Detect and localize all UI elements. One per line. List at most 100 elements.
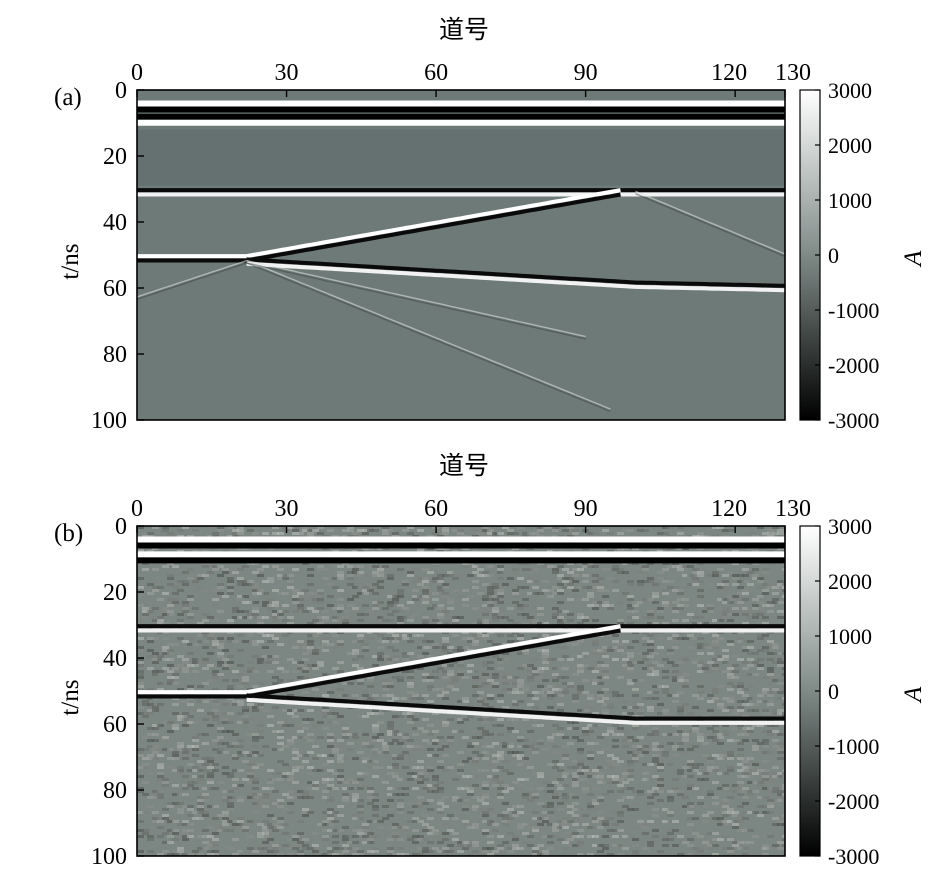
- noise-cell: [662, 688, 669, 691]
- noise-cell: [332, 853, 339, 856]
- noise-cell: [252, 736, 259, 739]
- noise-cell: [222, 742, 229, 745]
- noise-cell: [252, 640, 259, 643]
- noise-cell: [562, 529, 569, 532]
- noise-cell: [507, 691, 514, 694]
- noise-cell: [662, 532, 669, 535]
- noise-cell: [157, 793, 164, 796]
- noise-cell: [337, 589, 344, 592]
- noise-cell: [582, 814, 589, 817]
- noise-cell: [657, 703, 664, 706]
- noise-cell: [157, 703, 164, 706]
- noise-cell: [342, 733, 349, 736]
- noise-cell: [372, 574, 379, 577]
- noise-cell: [357, 733, 364, 736]
- noise-cell: [672, 565, 679, 568]
- noise-cell: [457, 787, 464, 790]
- noise-cell: [497, 754, 504, 757]
- noise-cell: [617, 790, 624, 793]
- noise-cell: [352, 610, 359, 613]
- noise-cell: [722, 757, 729, 760]
- noise-cell: [637, 748, 644, 751]
- noise-cell: [777, 820, 784, 823]
- noise-cell: [632, 790, 639, 793]
- noise-cell: [562, 691, 569, 694]
- event-reflector: [137, 254, 247, 263]
- noise-cell: [177, 589, 184, 592]
- noise-cell: [222, 658, 229, 661]
- noise-cell: [432, 670, 439, 673]
- noise-cell: [392, 655, 399, 658]
- noise-cell: [467, 676, 474, 679]
- noise-cell: [187, 637, 194, 640]
- noise-cell: [222, 712, 229, 715]
- noise-cell: [212, 619, 219, 622]
- noise-cell: [317, 823, 324, 826]
- noise-cell: [172, 832, 179, 835]
- noise-cell: [712, 853, 719, 856]
- noise-cell: [537, 649, 544, 652]
- noise-cell: [287, 775, 294, 778]
- noise-cell: [442, 574, 449, 577]
- noise-cell: [192, 607, 199, 610]
- noise-cell: [597, 589, 604, 592]
- noise-cell: [592, 649, 599, 652]
- noise-cell: [547, 790, 554, 793]
- noise-cell: [607, 790, 614, 793]
- noise-cell: [327, 769, 334, 772]
- noise-cell: [287, 658, 294, 661]
- noise-cell: [167, 805, 174, 808]
- noise-cell: [502, 688, 509, 691]
- noise-cell: [652, 592, 659, 595]
- noise-cell: [182, 571, 189, 574]
- noise-cell: [597, 781, 604, 784]
- noise-cell: [272, 532, 279, 535]
- noise-cell: [637, 712, 644, 715]
- noise-cell: [302, 670, 309, 673]
- noise-cell: [652, 727, 659, 730]
- noise-cell: [517, 811, 524, 814]
- noise-cell: [532, 673, 539, 676]
- noise-cell: [237, 529, 244, 532]
- noise-cell: [537, 823, 544, 826]
- noise-cell: [337, 643, 344, 646]
- noise-cell: [757, 769, 764, 772]
- noise-cell: [597, 775, 604, 778]
- noise-cell: [252, 613, 259, 616]
- noise-cell: [237, 616, 244, 619]
- noise-cell: [137, 706, 144, 709]
- noise-cell: [147, 835, 154, 838]
- noise-cell: [707, 694, 714, 697]
- noise-cell: [497, 589, 504, 592]
- noise-cell: [442, 796, 449, 799]
- noise-cell: [722, 601, 729, 604]
- noise-cell: [742, 613, 749, 616]
- noise-cell: [277, 772, 284, 775]
- noise-cell: [582, 778, 589, 781]
- noise-cell: [462, 604, 469, 607]
- noise-cell: [757, 601, 764, 604]
- noise-cell: [397, 799, 404, 802]
- noise-cell: [722, 772, 729, 775]
- noise-cell: [747, 607, 754, 610]
- noise-cell: [742, 598, 749, 601]
- noise-cell: [602, 823, 609, 826]
- noise-cell: [337, 805, 344, 808]
- noise-cell: [442, 583, 449, 586]
- noise-cell: [297, 640, 304, 643]
- noise-cell: [277, 577, 284, 580]
- noise-cell: [437, 850, 444, 853]
- noise-cell: [317, 592, 324, 595]
- noise-cell: [332, 835, 339, 838]
- noise-cell: [267, 781, 274, 784]
- noise-cell: [692, 763, 699, 766]
- noise-cell: [677, 748, 684, 751]
- noise-cell: [622, 664, 629, 667]
- noise-cell: [437, 766, 444, 769]
- noise-cell: [427, 832, 434, 835]
- noise-cell: [617, 643, 624, 646]
- noise-cell: [167, 829, 174, 832]
- noise-cell: [392, 595, 399, 598]
- noise-cell: [307, 634, 314, 637]
- noise-cell: [777, 643, 784, 646]
